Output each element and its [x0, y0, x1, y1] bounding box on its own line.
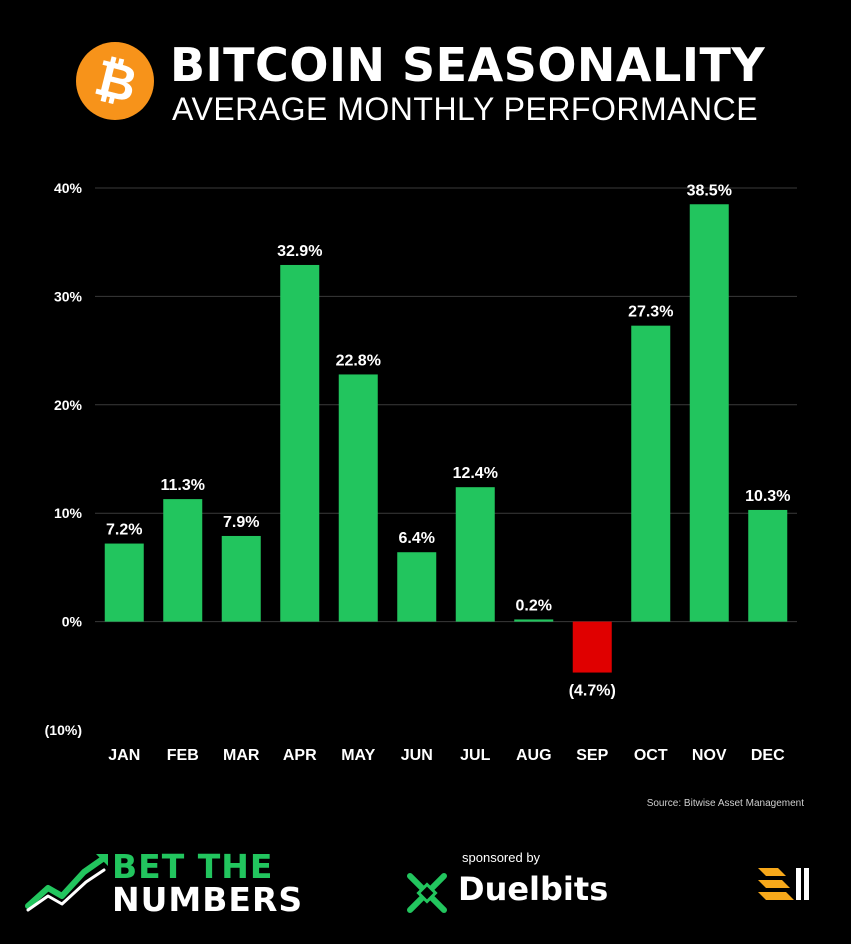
bar-mar — [221, 535, 261, 622]
bar-jan — [104, 543, 144, 622]
x-tick-label: DEC — [751, 747, 785, 764]
x-tick-label: MAY — [341, 747, 375, 764]
bar-jul — [455, 487, 495, 622]
brand-line-1: BET THE — [112, 847, 274, 886]
source-note: Source: Bitwise Asset Management — [646, 798, 804, 809]
y-tick-label: 30% — [54, 288, 83, 304]
brand-line-2: NUMBERS — [112, 880, 304, 919]
data-label: 7.9% — [223, 514, 259, 531]
x-tick-label: AUG — [516, 747, 552, 764]
data-label: 6.4% — [399, 530, 435, 547]
bitwise-logo-icon — [758, 868, 809, 900]
data-label: 22.8% — [336, 352, 381, 369]
data-label: 7.2% — [106, 522, 142, 539]
data-label: (4.7%) — [569, 683, 616, 700]
x-tick-label: JUL — [460, 747, 490, 764]
data-label: 27.3% — [628, 304, 673, 321]
x-tick-label: SEP — [576, 747, 608, 764]
data-label: 0.2% — [516, 597, 552, 614]
x-tick-label: JAN — [108, 747, 140, 764]
x-tick-label: FEB — [167, 747, 199, 764]
y-tick-label: (10%) — [45, 722, 82, 738]
bar-nov — [689, 204, 729, 622]
chart-title: BITCOIN SEASONALITY — [170, 38, 766, 92]
y-tick-label: 40% — [54, 180, 83, 196]
duelbits-swords-icon — [407, 873, 447, 913]
sponsor-name: Duelbits — [458, 870, 609, 908]
footer: BET THE NUMBERS sponsored by Duelbits — [0, 840, 851, 930]
data-label: 12.4% — [453, 465, 498, 482]
bar-aug — [514, 619, 554, 622]
x-tick-label: MAR — [223, 747, 260, 764]
y-tick-label: 0% — [62, 614, 83, 630]
x-tick-label: APR — [283, 747, 317, 764]
bar-dec — [748, 509, 788, 622]
data-label: 38.5% — [687, 182, 732, 199]
bet-the-numbers-chart-icon — [25, 854, 108, 912]
bet-the-numbers-logo: BET THE NUMBERS — [112, 850, 303, 916]
x-tick-label: OCT — [634, 747, 668, 764]
sponsor-label: sponsored by — [462, 850, 541, 865]
bar-feb — [163, 499, 203, 622]
data-label: 11.3% — [161, 477, 205, 494]
x-tick-label: NOV — [692, 747, 727, 764]
y-tick-label: 20% — [54, 397, 83, 413]
bar-oct — [631, 325, 671, 622]
bar-sep — [572, 621, 612, 673]
bar-jun — [397, 552, 437, 622]
bar-chart: (10%) 0% 10% 20% 30% 40% 7.2% JAN 11.3% FEB 7.9% MA… — [45, 180, 797, 764]
chart-subtitle: AVERAGE MONTHLY PERFORMANCE — [172, 91, 759, 127]
header: ₿ BITCOIN SEASONALITY AVERAGE MONTHLY PE… — [0, 30, 851, 130]
x-tick-label: JUN — [401, 747, 433, 764]
bitcoin-logo-icon: ₿ — [76, 42, 154, 120]
bar-may — [338, 374, 378, 622]
data-label: 32.9% — [277, 243, 322, 260]
y-tick-label: 10% — [54, 505, 83, 521]
data-label: 10.3% — [745, 488, 790, 505]
bar-apr — [280, 264, 320, 622]
